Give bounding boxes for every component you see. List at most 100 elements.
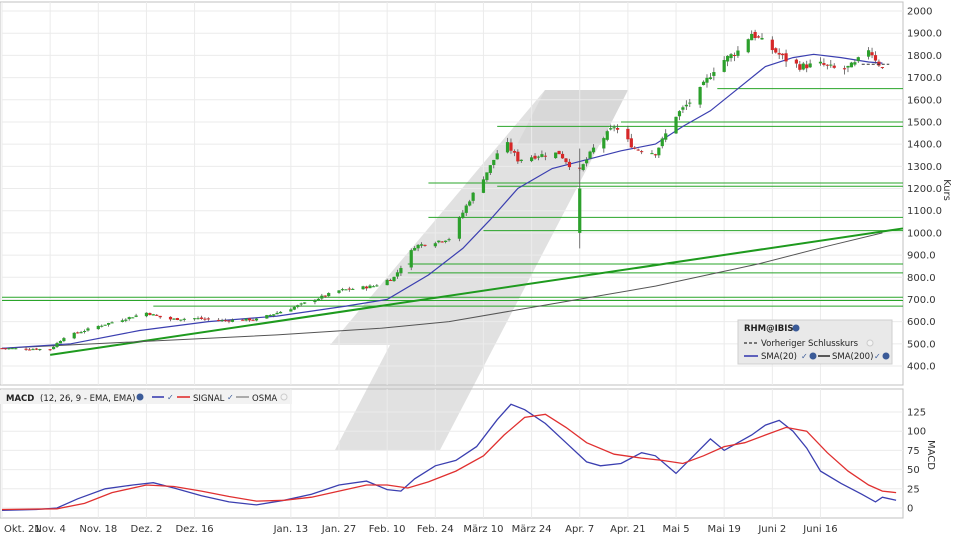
candle-body <box>609 128 613 130</box>
candle-body <box>509 142 513 151</box>
candle-body <box>385 279 389 286</box>
legend-sma200-settings-icon[interactable] <box>882 352 890 360</box>
macd-legend-osma-label: OSMA <box>252 394 277 404</box>
candle-body <box>351 288 355 290</box>
candle-body <box>753 31 757 39</box>
candle-body <box>512 151 517 153</box>
candle-body <box>24 348 28 350</box>
candle-body <box>708 77 713 80</box>
candle-body <box>399 268 403 274</box>
candle-body <box>461 212 465 219</box>
candle-body <box>880 67 884 69</box>
price-y-tick-label: 800.0 <box>907 273 936 284</box>
candle-body <box>519 159 523 161</box>
legend-prevclose-toggle-icon[interactable] <box>866 339 874 347</box>
x-tick-label: Juni 2 <box>757 524 786 535</box>
candle-body <box>79 332 83 334</box>
price-y-tick-label: 1700.0 <box>907 73 942 84</box>
price-y-axis-label: Kurs <box>941 179 952 201</box>
candle-body <box>602 138 606 149</box>
candle-body <box>684 104 688 107</box>
candle-body <box>395 272 400 277</box>
price-y-tick-label: 600.0 <box>907 317 936 328</box>
candle-body <box>3 348 8 350</box>
candle-body <box>784 53 788 62</box>
candle-body <box>38 349 42 351</box>
legend-ticker-settings-icon[interactable] <box>792 324 800 332</box>
candle-body <box>495 153 499 160</box>
candle-body <box>124 319 128 321</box>
candle-body <box>705 77 709 83</box>
legend-sma200-label: SMA(200) <box>832 352 873 362</box>
price-y-tick-label: 900.0 <box>907 251 936 262</box>
candle-body <box>471 192 475 201</box>
candle-body <box>303 302 307 304</box>
price-y-tick-label: 2000 <box>907 7 932 18</box>
candle-body <box>488 165 492 173</box>
price-y-tick-label: 1200.0 <box>907 184 942 195</box>
macd-legend-macd-check-icon[interactable]: ✓ <box>167 393 174 402</box>
candle-body <box>375 285 379 287</box>
macd-settings-icon[interactable] <box>136 393 144 401</box>
macd-legend-osma-toggle-icon[interactable] <box>280 393 288 401</box>
candle-body <box>230 319 235 322</box>
candle-body <box>801 63 805 70</box>
candle-body <box>581 164 585 170</box>
candle-body <box>86 328 90 331</box>
candle-body <box>729 54 733 59</box>
candle-body <box>798 64 802 70</box>
candle-body <box>701 81 706 86</box>
x-tick-label: Apr. 21 <box>610 524 645 535</box>
legend-sma20-check-icon[interactable]: ✓ <box>801 352 808 361</box>
candle-body <box>72 332 76 339</box>
candle-body <box>842 68 847 70</box>
sma200-line <box>1 232 883 349</box>
candle-body <box>633 147 637 149</box>
candle-body <box>223 320 228 322</box>
macd-legend-signal-check-icon[interactable]: ✓ <box>227 393 234 402</box>
candle-body <box>822 63 826 65</box>
candle-body <box>853 62 857 65</box>
candle-body <box>340 289 345 291</box>
candle-body <box>664 133 668 140</box>
candle-body <box>736 50 740 56</box>
macd-y-tick-label: 75 <box>907 446 920 457</box>
candle-body <box>873 55 878 61</box>
candle-body <box>371 286 376 288</box>
x-tick-label: Apr. 7 <box>565 524 594 535</box>
candle-body <box>409 250 413 268</box>
candle-body <box>289 309 293 312</box>
macd-y-tick-label: 125 <box>907 408 926 419</box>
candle-body <box>536 156 541 158</box>
candle-body <box>313 300 317 303</box>
price-y-tick-label: 1500.0 <box>907 117 942 128</box>
candle-body <box>543 155 547 157</box>
x-tick-label: Dez. 16 <box>175 524 213 535</box>
candle-body <box>578 188 582 233</box>
candle-body <box>485 172 489 181</box>
candle-body <box>14 348 18 350</box>
candle-body <box>275 312 279 315</box>
macd-legend-title: MACD <box>6 394 34 404</box>
legend-sma20-label: SMA(20) <box>761 352 797 362</box>
candle-body <box>732 54 737 56</box>
candle-body <box>805 64 809 69</box>
price-y-tick-label: 1800.0 <box>907 51 942 62</box>
support-resistance-levels <box>2 88 903 307</box>
price-y-tick-label: 1100.0 <box>907 206 942 217</box>
x-tick-label: Dez. 2 <box>131 524 163 535</box>
candle-body <box>296 305 300 307</box>
legend-sma200-check-icon[interactable]: ✓ <box>874 352 881 361</box>
candle-body <box>206 318 210 320</box>
legend-box <box>737 319 893 365</box>
macd-y-tick-label: 50 <box>907 465 920 476</box>
candle-body <box>361 286 365 290</box>
legend-sma20-settings-icon[interactable] <box>809 352 817 360</box>
candle-body <box>48 349 52 351</box>
candle-body <box>120 320 124 322</box>
candle-body <box>316 298 320 301</box>
candle-body <box>155 314 159 316</box>
watermark-bar <box>517 90 628 145</box>
candle-body <box>172 318 176 320</box>
candle-body <box>564 158 568 163</box>
